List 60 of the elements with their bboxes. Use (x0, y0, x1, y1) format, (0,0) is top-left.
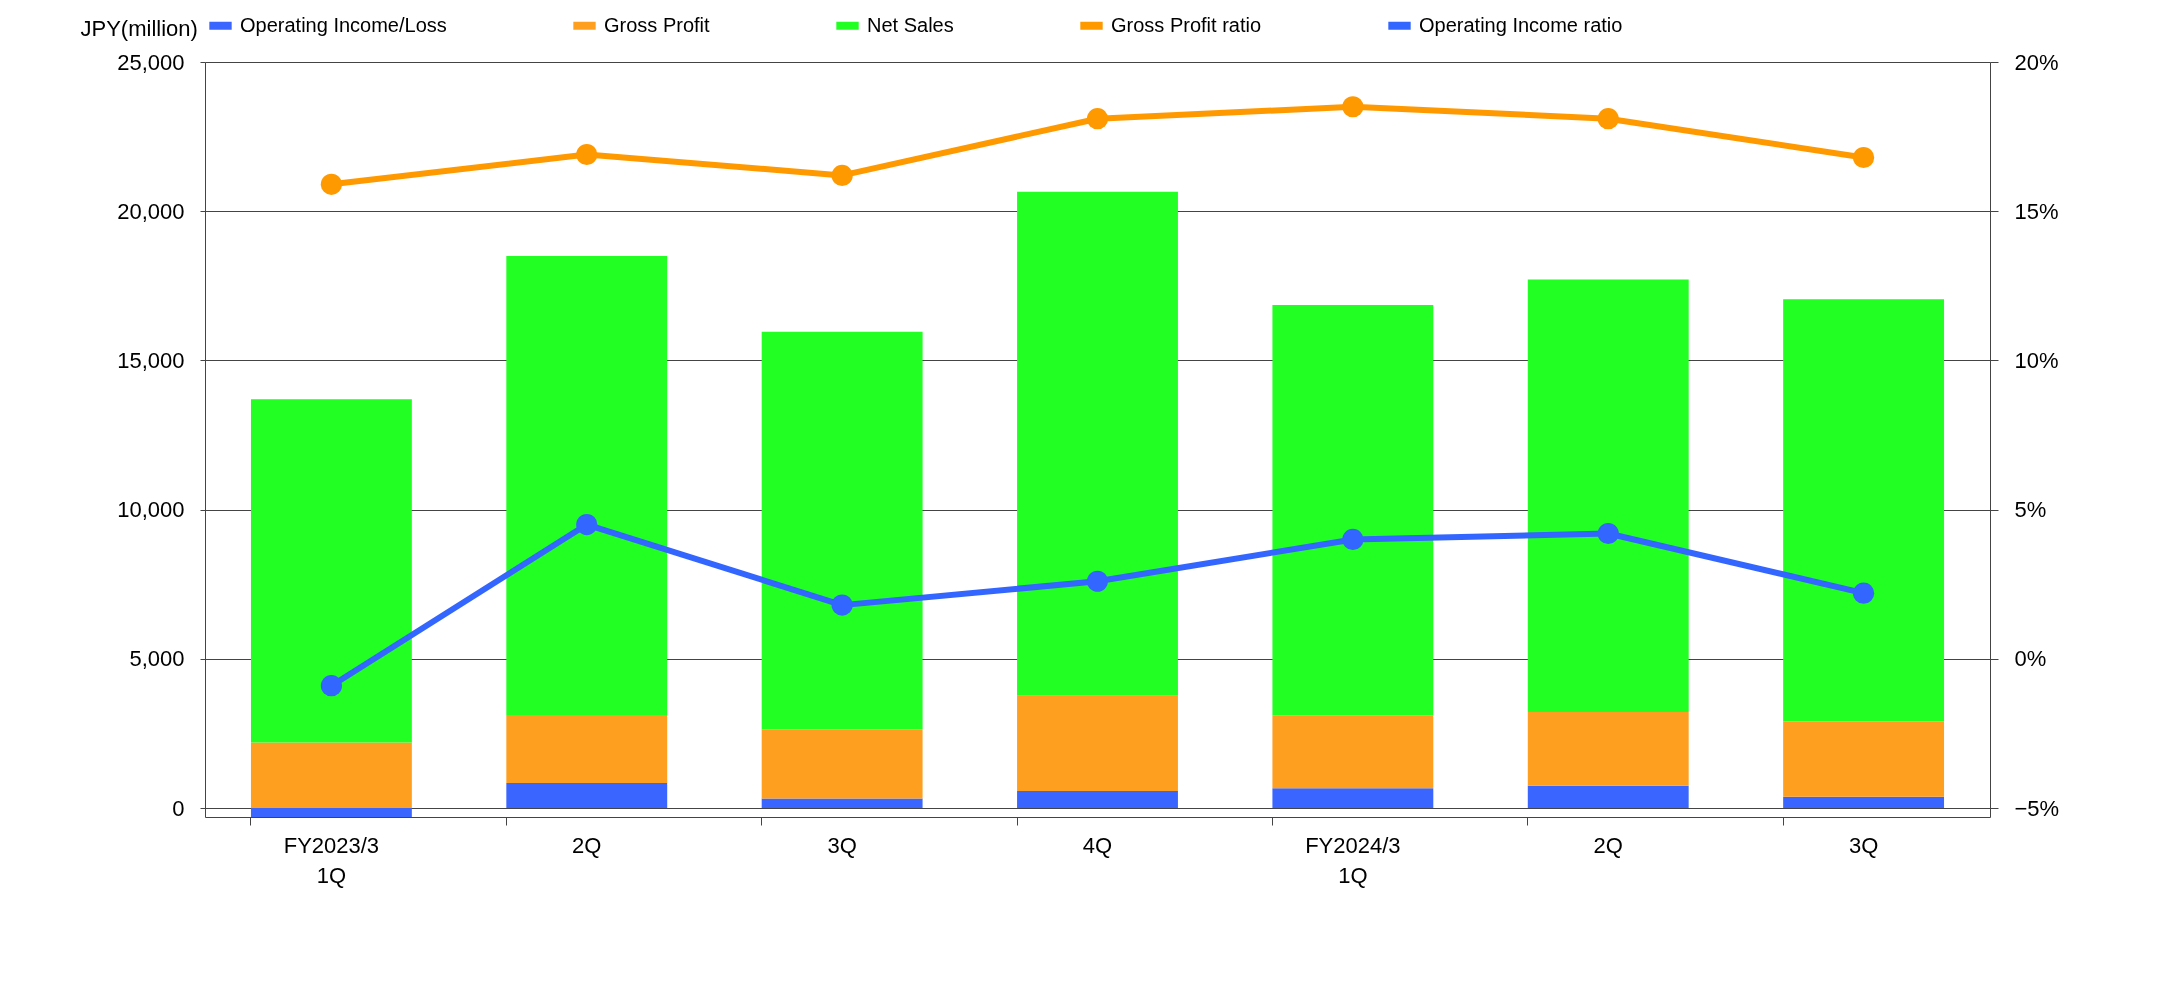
y-tick-label: 10,000 (117, 497, 185, 523)
bar (506, 714, 668, 783)
legend-label: Gross Profit (604, 13, 711, 36)
legend-label: Gross Profit ratio (1111, 13, 1262, 36)
point (1342, 96, 1364, 118)
x-tick-label: 2Q (1593, 832, 1623, 858)
y-tick-label: 0 (172, 795, 185, 821)
y2-tick-label: −5% (2014, 795, 2060, 821)
bar (250, 808, 412, 817)
bar (1017, 791, 1178, 809)
bar (250, 742, 412, 809)
point (1342, 528, 1364, 551)
y2-tick-label: 15% (2014, 198, 2059, 224)
bar (1017, 695, 1178, 792)
bar (1272, 788, 1434, 809)
bar (1272, 715, 1434, 789)
point (831, 164, 853, 186)
bar (1527, 711, 1689, 786)
point (831, 594, 853, 616)
x-tick-label: 4Q (1082, 832, 1113, 858)
bar (761, 798, 923, 809)
point (1086, 108, 1109, 130)
y2-tick-label: 0% (2014, 646, 2047, 672)
bar (761, 331, 923, 730)
y-tick-label: 25,000 (117, 49, 185, 75)
legend-label: Net Sales (867, 13, 954, 36)
legend-label: Operating Income ratio (1419, 13, 1623, 36)
point (1852, 582, 1875, 604)
y2-tick-label: 20% (2014, 49, 2059, 75)
point (576, 143, 598, 166)
point (576, 513, 598, 536)
x-tick-label: 3Q (1848, 832, 1879, 858)
point (1597, 108, 1619, 130)
bar (506, 255, 668, 715)
bar (1527, 785, 1689, 809)
bar (1017, 191, 1178, 696)
x-tick-label: 2Q (572, 832, 602, 858)
x-tick-label: FY2023/3 1Q (283, 832, 380, 888)
bar (1272, 304, 1434, 716)
y2-tick-label: 5% (2014, 497, 2047, 523)
point (320, 675, 343, 697)
y2-tick-label: 10% (2014, 347, 2059, 373)
bar (1783, 721, 1945, 797)
bar (761, 729, 923, 799)
point (1086, 570, 1109, 592)
y-tick-label: 15,000 (117, 347, 185, 373)
bar (1527, 279, 1689, 712)
bar (1783, 796, 1945, 809)
point (1597, 522, 1619, 545)
y-axis-title: JPY(million) (80, 15, 198, 41)
x-tick-label: FY2024/3 1Q (1305, 832, 1401, 888)
y-tick-label: 5,000 (129, 646, 185, 672)
legend-label: Operating Income/Loss (240, 13, 447, 36)
bar (1783, 299, 1945, 722)
x-tick-label: 3Q (827, 832, 857, 858)
y-tick-label: 20,000 (117, 198, 185, 224)
point (1852, 146, 1875, 169)
bar (506, 782, 668, 809)
point (320, 173, 343, 195)
bar (250, 399, 412, 743)
